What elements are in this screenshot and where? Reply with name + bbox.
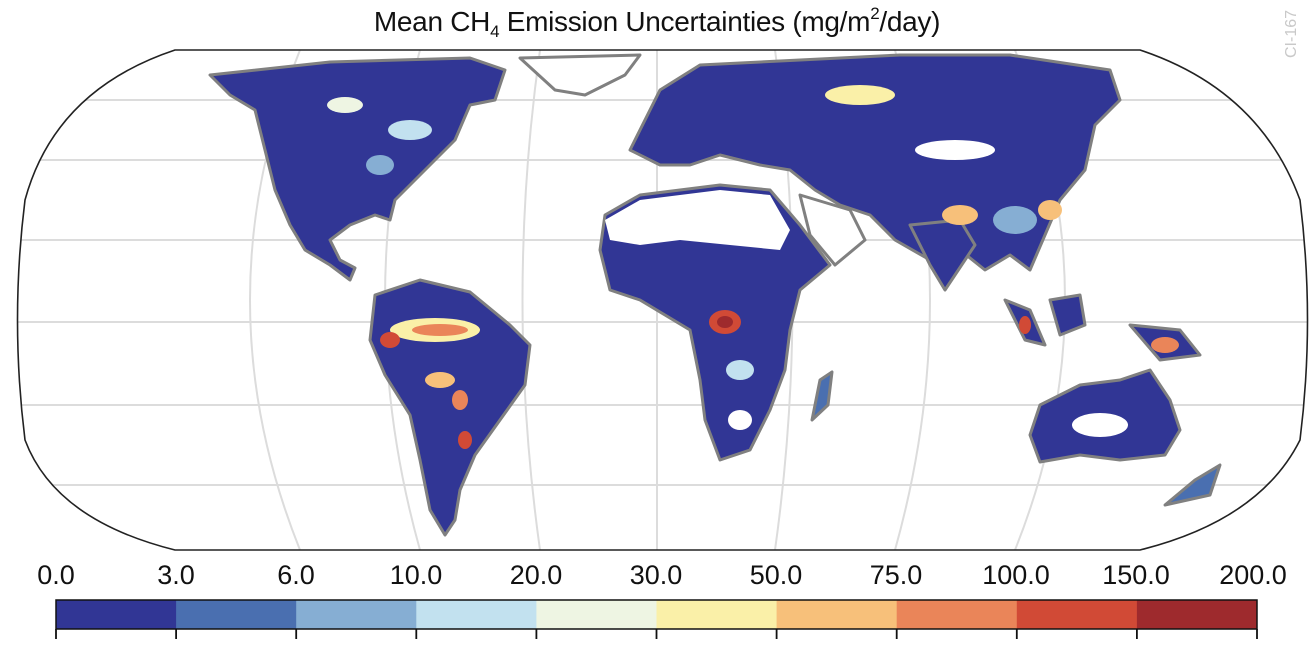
colorbar-tick-label: 6.0 (277, 560, 315, 590)
colorbar-swatch (656, 600, 778, 629)
colorbar-tick-label: 30.0 (629, 560, 683, 590)
title-subscript: 4 (490, 22, 500, 41)
colorbar-swatch (1016, 600, 1138, 629)
north-america (208, 56, 507, 282)
madagascar (810, 370, 834, 422)
arabia (798, 193, 867, 267)
no-data-regions (605, 140, 1128, 437)
world-map (16, 49, 1309, 551)
map-title: Mean CH4 Emission Uncertainties (mg/m2/d… (373, 4, 941, 41)
colorbar-tick-labels: 0.0 3.0 6.0 10.0 20.0 30.0 50.0 75.0 100… (0, 560, 1314, 594)
colorbar-tick-label: 50.0 (749, 560, 803, 590)
colorbar-swatch (1136, 600, 1258, 629)
colorbar-tick-label: 100.0 (982, 560, 1050, 590)
colorbar-swatch (176, 600, 297, 629)
colorbar-swatch (896, 600, 1018, 629)
colorbar-tick-label: 200.0 (1219, 560, 1287, 590)
land-masses (208, 53, 1222, 537)
colorbar-tick-label: 10.0 (389, 560, 443, 590)
colorbar-swatch (56, 600, 177, 629)
colorbar-tick-label: 75.0 (869, 560, 923, 590)
colorbar-tick-label: 3.0 (157, 560, 195, 590)
colorbar-swatch (776, 600, 898, 629)
uncertainty-hotspots (327, 85, 1179, 449)
colorbar-swatch (536, 600, 657, 629)
greenland (518, 53, 642, 97)
title-superscript: 2 (870, 4, 880, 23)
colorbar-tick-label: 150.0 (1102, 560, 1170, 590)
new-zealand (1163, 463, 1222, 507)
colorbar-tick-label: 20.0 (509, 560, 563, 590)
projection-outline (16, 49, 1309, 551)
colorbar-tick-label: 0.0 (37, 560, 75, 590)
south-america (368, 278, 532, 537)
borneo (1048, 293, 1087, 337)
colorbar-swatch (416, 600, 537, 629)
colorbar-swatch (296, 600, 417, 629)
